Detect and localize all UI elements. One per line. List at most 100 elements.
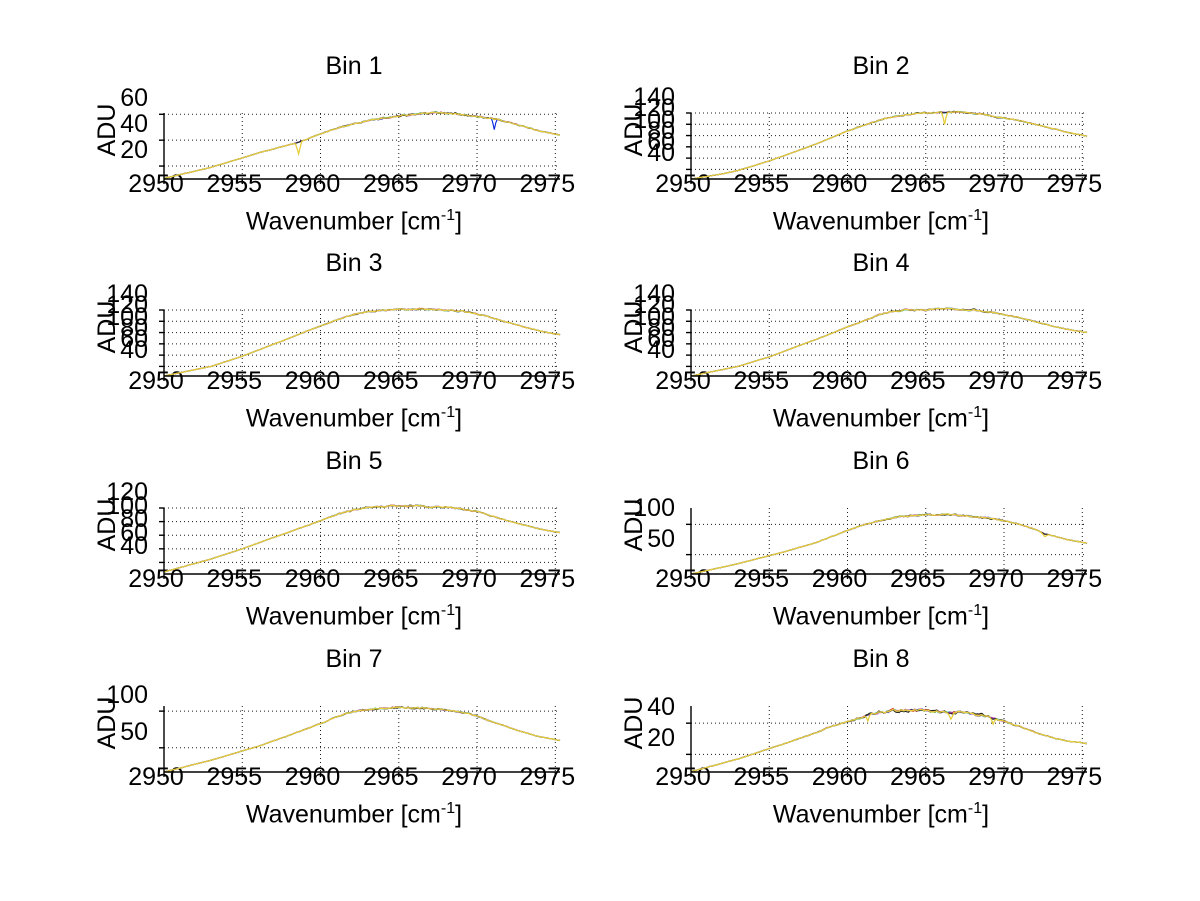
plot-area-bin-1 <box>159 111 561 184</box>
y-tick-label: 40 <box>120 532 148 561</box>
x-tick-label: 2950 <box>655 565 711 593</box>
x-tick-label: 2960 <box>284 565 341 593</box>
x-axis-label: Wavenumber [cm-1] <box>156 602 552 631</box>
series-red <box>690 707 1088 773</box>
series-green <box>690 513 1088 575</box>
x-axis-label-text: ] <box>982 602 990 631</box>
series-dark <box>163 308 561 377</box>
x-axis-label-text: ] <box>982 404 990 433</box>
series-red <box>690 513 1088 575</box>
plot-area-bin-5 <box>159 504 561 579</box>
y-tick-label: 100 <box>633 105 675 134</box>
series-dark <box>690 110 1088 180</box>
x-axis-label-text: Wavenumber [cm <box>772 602 968 631</box>
x-tick-label: 2960 <box>811 565 868 593</box>
y-tick-label: 20 <box>647 724 675 753</box>
series-yellow <box>163 111 561 179</box>
series-blue <box>690 708 1088 773</box>
series-cyan <box>690 708 1088 773</box>
x-axis-label-text: ] <box>455 602 463 631</box>
series-green <box>690 708 1088 773</box>
x-axis-label-superscript: -1 <box>967 207 983 224</box>
x-axis-label-superscript: -1 <box>967 800 983 817</box>
plot-area-bin-6 <box>686 508 1088 579</box>
x-tick-label: 2955 <box>206 763 263 791</box>
x-axis-label-text: Wavenumber [cm <box>772 404 968 433</box>
x-tick-label: 2975 <box>519 367 576 395</box>
x-tick-label: 2965 <box>362 367 419 395</box>
plot-title: Bin 8 <box>852 645 910 673</box>
plot-title: Bin 1 <box>325 52 383 80</box>
x-tick-label: 2965 <box>889 565 946 593</box>
y-tick-label: 80 <box>647 116 675 145</box>
plot-title: Bin 7 <box>325 645 383 673</box>
series-magenta <box>163 706 561 773</box>
x-tick-label: 2950 <box>655 367 711 395</box>
plot-title: Bin 4 <box>852 249 910 277</box>
x-tick-label: 2975 <box>519 763 576 791</box>
plot-area-bin-3 <box>159 307 561 381</box>
y-tick-label: 60 <box>647 325 675 354</box>
series-yellow <box>163 504 561 573</box>
x-axis-label-text: Wavenumber [cm <box>772 800 968 829</box>
series-magenta <box>690 513 1088 575</box>
series-red <box>163 504 561 573</box>
y-tick-label: 40 <box>120 110 148 139</box>
x-tick-label: 2960 <box>284 763 341 791</box>
x-tick-label: 2950 <box>655 763 711 791</box>
series-green <box>163 308 561 377</box>
plot-area-bin-7 <box>159 705 561 777</box>
y-tick-label: 140 <box>106 280 148 308</box>
x-tick-label: 2955 <box>206 170 263 198</box>
x-tick-label: 2970 <box>441 170 497 198</box>
x-axis-label: Wavenumber [cm-1] <box>156 404 552 433</box>
x-axis-label-superscript: -1 <box>967 602 983 619</box>
y-tick-label: 50 <box>120 717 148 746</box>
y-tick-label: 50 <box>647 524 675 553</box>
y-tick-label: 120 <box>633 94 675 123</box>
series-green <box>163 705 561 773</box>
y-tick-label: 60 <box>120 325 148 354</box>
y-tick-label: 40 <box>647 336 675 365</box>
x-axis-label-text: ] <box>455 800 463 829</box>
y-tick-label: 80 <box>120 505 148 534</box>
x-tick-label: 2960 <box>811 367 868 395</box>
x-axis-label-superscript: -1 <box>440 602 456 619</box>
y-tick-label: 60 <box>120 84 148 113</box>
x-axis-label-text: ] <box>455 404 463 433</box>
x-tick-label: 2965 <box>362 170 419 198</box>
x-axis-label-superscript: -1 <box>440 800 456 817</box>
x-tick-label: 2970 <box>968 763 1024 791</box>
x-axis-label-superscript: -1 <box>440 207 456 224</box>
x-tick-label: 2970 <box>968 170 1024 198</box>
x-tick-label: 2970 <box>441 565 497 593</box>
plot-title: Bin 3 <box>325 249 383 277</box>
y-tick-label: 100 <box>106 681 148 710</box>
x-axis-label: Wavenumber [cm-1] <box>683 404 1079 433</box>
x-axis-label-text: Wavenumber [cm <box>245 207 441 236</box>
series-yellow <box>690 307 1088 377</box>
y-tick-label: 60 <box>120 518 148 547</box>
plot-title: Bin 5 <box>325 447 383 475</box>
x-tick-label: 2955 <box>733 565 790 593</box>
x-tick-label: 2975 <box>519 565 576 593</box>
series-magenta <box>690 708 1088 773</box>
x-tick-label: 2955 <box>206 367 263 395</box>
y-tick-label: 140 <box>633 83 675 111</box>
x-axis-label-superscript: -1 <box>967 404 983 421</box>
series-dark <box>163 504 561 573</box>
series-yellow <box>163 706 561 773</box>
x-tick-label: 2950 <box>128 763 184 791</box>
series-dark <box>163 705 561 773</box>
series-blue <box>690 513 1088 575</box>
x-tick-label: 2970 <box>968 367 1024 395</box>
x-axis-label: Wavenumber [cm-1] <box>683 800 1079 829</box>
series-yellow <box>163 308 561 377</box>
x-axis-label: Wavenumber [cm-1] <box>156 800 552 829</box>
series-dark <box>690 307 1088 377</box>
x-tick-label: 2960 <box>811 170 868 198</box>
series-yellow <box>690 513 1088 575</box>
x-tick-label: 2975 <box>519 170 576 198</box>
x-axis-label: Wavenumber [cm-1] <box>683 602 1079 631</box>
